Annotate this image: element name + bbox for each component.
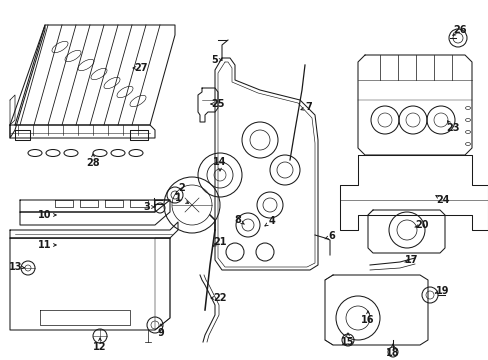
Text: 9: 9 xyxy=(157,328,164,338)
Text: 2: 2 xyxy=(178,183,185,193)
Text: 18: 18 xyxy=(386,348,399,358)
Text: 6: 6 xyxy=(328,231,335,241)
Text: 27: 27 xyxy=(134,63,147,73)
Text: 26: 26 xyxy=(452,25,466,35)
Text: 4: 4 xyxy=(268,216,275,226)
Text: 8: 8 xyxy=(234,215,241,225)
Text: 20: 20 xyxy=(414,220,428,230)
Text: 28: 28 xyxy=(86,158,100,168)
Text: 22: 22 xyxy=(213,293,226,303)
Text: 13: 13 xyxy=(9,262,23,272)
Text: 24: 24 xyxy=(435,195,449,205)
Text: 21: 21 xyxy=(213,237,226,247)
Text: 7: 7 xyxy=(305,102,312,112)
Text: 5: 5 xyxy=(211,55,218,65)
Text: 12: 12 xyxy=(93,342,106,352)
Text: 23: 23 xyxy=(446,123,459,133)
Text: 25: 25 xyxy=(211,99,224,109)
Text: 16: 16 xyxy=(361,315,374,325)
Text: 15: 15 xyxy=(341,337,354,347)
Text: 14: 14 xyxy=(213,157,226,167)
Text: 11: 11 xyxy=(38,240,52,250)
Text: 17: 17 xyxy=(405,255,418,265)
Text: 1: 1 xyxy=(174,193,181,203)
Text: 19: 19 xyxy=(435,286,449,296)
Text: 10: 10 xyxy=(38,210,52,220)
Text: 3: 3 xyxy=(143,202,150,212)
